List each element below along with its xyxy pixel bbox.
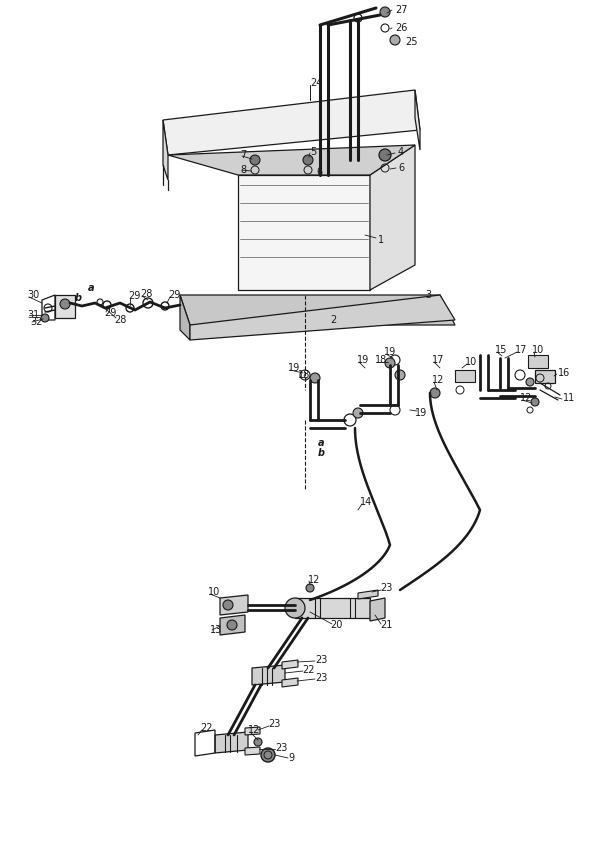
- Circle shape: [60, 299, 70, 309]
- Text: a: a: [318, 438, 325, 448]
- Text: 12: 12: [520, 393, 532, 403]
- Text: 7: 7: [240, 150, 246, 160]
- Text: 10: 10: [532, 345, 544, 355]
- Text: 30: 30: [27, 290, 39, 300]
- Text: 15: 15: [495, 345, 507, 355]
- Polygon shape: [245, 747, 260, 755]
- Polygon shape: [282, 678, 298, 687]
- Circle shape: [531, 398, 539, 406]
- Text: 3: 3: [425, 290, 431, 300]
- Text: 27: 27: [395, 5, 407, 15]
- Text: 22: 22: [302, 665, 314, 675]
- Text: 1: 1: [378, 235, 384, 245]
- Text: 32: 32: [30, 317, 42, 327]
- Text: 2: 2: [330, 315, 336, 325]
- Polygon shape: [180, 295, 455, 325]
- Polygon shape: [220, 595, 248, 615]
- Polygon shape: [528, 355, 548, 368]
- Text: 28: 28: [114, 315, 126, 325]
- Text: 23: 23: [380, 583, 392, 593]
- Circle shape: [303, 155, 313, 165]
- Text: 28: 28: [140, 289, 152, 299]
- Text: 10: 10: [208, 587, 220, 597]
- Text: 29: 29: [168, 290, 180, 300]
- Polygon shape: [180, 295, 190, 340]
- Circle shape: [430, 388, 440, 398]
- Polygon shape: [168, 145, 415, 175]
- Text: 19: 19: [415, 408, 427, 418]
- Text: 5: 5: [310, 147, 316, 157]
- Text: b: b: [318, 448, 325, 458]
- Polygon shape: [455, 370, 475, 382]
- Text: 19: 19: [384, 347, 396, 357]
- Polygon shape: [163, 120, 168, 180]
- Text: 12: 12: [308, 575, 320, 585]
- Text: 18: 18: [298, 370, 310, 380]
- Text: 21: 21: [380, 620, 392, 630]
- Circle shape: [380, 7, 390, 17]
- Polygon shape: [245, 727, 260, 735]
- Text: 26: 26: [395, 23, 407, 33]
- Polygon shape: [220, 615, 245, 635]
- Circle shape: [379, 149, 391, 161]
- Circle shape: [223, 600, 233, 610]
- Polygon shape: [358, 590, 378, 599]
- Circle shape: [285, 598, 305, 618]
- Text: 23: 23: [315, 673, 327, 683]
- Text: b: b: [75, 293, 82, 303]
- Polygon shape: [535, 370, 555, 383]
- Text: 17: 17: [515, 345, 527, 355]
- Text: 12: 12: [432, 375, 444, 385]
- Text: 31: 31: [27, 310, 39, 320]
- Polygon shape: [370, 145, 415, 290]
- Polygon shape: [252, 665, 285, 685]
- Polygon shape: [238, 175, 370, 290]
- Polygon shape: [295, 598, 370, 618]
- Text: 11: 11: [563, 393, 575, 403]
- Circle shape: [306, 584, 314, 592]
- Circle shape: [261, 748, 275, 762]
- Circle shape: [390, 35, 400, 45]
- Polygon shape: [282, 660, 298, 669]
- Text: 19: 19: [357, 355, 369, 365]
- Polygon shape: [190, 295, 455, 340]
- Text: 29: 29: [104, 308, 117, 318]
- Text: 19: 19: [288, 363, 300, 373]
- Text: 23: 23: [315, 655, 327, 665]
- Text: 6: 6: [316, 167, 322, 177]
- Polygon shape: [215, 732, 248, 753]
- Text: 16: 16: [558, 368, 570, 378]
- Text: 4: 4: [398, 147, 404, 157]
- Text: 18: 18: [375, 355, 387, 365]
- Text: 20: 20: [330, 620, 342, 630]
- Circle shape: [526, 378, 534, 386]
- Polygon shape: [163, 90, 420, 155]
- Polygon shape: [370, 598, 385, 621]
- Text: 12: 12: [248, 725, 260, 735]
- Text: 9: 9: [288, 753, 294, 763]
- Text: 22: 22: [200, 723, 212, 733]
- Circle shape: [385, 358, 395, 368]
- Text: 17: 17: [432, 355, 444, 365]
- Text: 13: 13: [210, 625, 222, 635]
- Text: 25: 25: [405, 37, 418, 47]
- Text: 10: 10: [465, 357, 477, 367]
- Circle shape: [310, 373, 320, 383]
- Circle shape: [250, 155, 260, 165]
- Text: a: a: [88, 283, 95, 293]
- Text: 23: 23: [275, 743, 287, 753]
- Circle shape: [254, 738, 262, 746]
- Text: 24: 24: [310, 78, 322, 88]
- Circle shape: [395, 370, 405, 380]
- Polygon shape: [55, 295, 75, 318]
- Circle shape: [353, 408, 363, 418]
- Text: 8: 8: [240, 165, 246, 175]
- Polygon shape: [415, 90, 420, 150]
- Text: 14: 14: [360, 497, 372, 507]
- Circle shape: [227, 620, 237, 630]
- Text: 23: 23: [268, 719, 280, 729]
- Circle shape: [41, 314, 49, 322]
- Text: 29: 29: [128, 291, 140, 301]
- Text: 6: 6: [398, 163, 404, 173]
